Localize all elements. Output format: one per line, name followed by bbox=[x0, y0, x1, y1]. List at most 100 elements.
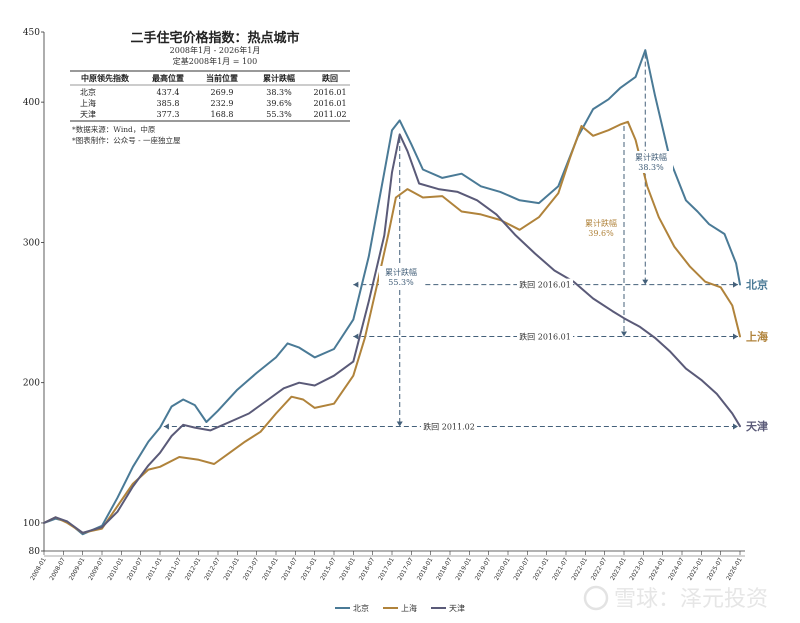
watermark: 雪球：泽元投资 bbox=[583, 585, 768, 612]
table-cell: 38.3% bbox=[266, 88, 292, 97]
y-tick-label: 200 bbox=[23, 379, 40, 389]
x-tick-label: 2012-07 bbox=[203, 556, 222, 581]
x-tick-label: 2022-07 bbox=[590, 556, 609, 581]
annotation-guides bbox=[163, 53, 738, 430]
y-tick-label: 450 bbox=[23, 28, 40, 38]
series-line-shanghai bbox=[43, 120, 741, 534]
x-tick-label: 2010-07 bbox=[126, 556, 145, 581]
x-tick-label: 2013-07 bbox=[242, 556, 261, 581]
x-tick-label: 2025-01 bbox=[686, 556, 705, 581]
y-tick-label: 80 bbox=[29, 547, 41, 557]
x-tick-label: 2021-01 bbox=[532, 556, 551, 581]
x-tick-label: 2016-07 bbox=[358, 556, 377, 581]
x-tick-label: 2018-01 bbox=[416, 556, 435, 581]
x-tick-label: 2019-01 bbox=[454, 556, 473, 581]
drop-label-bg bbox=[379, 266, 423, 288]
x-tick-label: 2009-07 bbox=[87, 556, 106, 581]
drop-value-shanghai: 39.6% bbox=[588, 229, 614, 238]
y-axis-ticks: 80 100 200 300 400 450 bbox=[23, 28, 44, 557]
back-label-bg bbox=[517, 278, 573, 290]
drop-label-beijing: 累计跌幅 bbox=[635, 152, 667, 162]
arrow-right-icon bbox=[733, 333, 738, 340]
table-cell: 39.6% bbox=[266, 99, 292, 108]
x-tick-label: 2009-01 bbox=[68, 556, 87, 581]
watermark-text: 雪球：泽元投资 bbox=[614, 587, 768, 612]
x-tick-label: 2014-01 bbox=[261, 556, 280, 581]
drop-label-bg bbox=[629, 151, 673, 173]
table-cell: 168.8 bbox=[211, 110, 234, 119]
x-tick-label: 2017-01 bbox=[377, 556, 396, 581]
x-tick-label: 2024-07 bbox=[667, 556, 686, 581]
table-cell: 377.3 bbox=[157, 110, 180, 119]
table-cell: 2016.01 bbox=[313, 88, 346, 97]
x-tick-label: 2016-01 bbox=[338, 556, 357, 581]
x-tick-label: 2010-01 bbox=[106, 556, 125, 581]
drop-label-bg bbox=[579, 217, 623, 239]
x-tick-label: 2015-07 bbox=[319, 556, 338, 581]
table-cell: 北京 bbox=[80, 87, 96, 97]
drop-label-shanghai: 累计跌幅 bbox=[585, 218, 617, 228]
table-cell: 269.9 bbox=[211, 88, 234, 97]
x-tick-label: 2023-01 bbox=[609, 556, 628, 581]
end-label-beijing: 北京 bbox=[746, 277, 768, 291]
author-note: *图表制作：公众号 - 一座独立屋 bbox=[72, 135, 181, 145]
x-tick-label: 2008-07 bbox=[48, 556, 67, 581]
x-tick-label: 2013-01 bbox=[222, 556, 241, 581]
drop-value-beijing: 38.3% bbox=[638, 163, 664, 172]
back-label-bg bbox=[517, 330, 573, 342]
end-label-tianjin: 天津 bbox=[746, 419, 768, 433]
x-tick-label: 2020-07 bbox=[512, 556, 531, 581]
x-tick-label: 2011-01 bbox=[145, 556, 164, 581]
table-header: 当前位置 bbox=[206, 73, 238, 83]
arrow-left-icon bbox=[163, 423, 169, 430]
x-tick-label: 2017-07 bbox=[396, 556, 415, 581]
x-tick-label: 2021-07 bbox=[551, 556, 570, 581]
x-tick-label: 2015-01 bbox=[300, 556, 319, 581]
table-cell: 385.8 bbox=[157, 99, 180, 108]
table-cell: 232.9 bbox=[211, 99, 234, 108]
x-tick-label: 2012-01 bbox=[184, 556, 203, 581]
series-lines bbox=[43, 49, 741, 536]
x-tick-label: 2008-01 bbox=[29, 556, 48, 581]
series-line-tianjin bbox=[43, 133, 741, 534]
y-tick-label: 300 bbox=[23, 238, 40, 248]
arrow-left-icon bbox=[353, 333, 359, 340]
source-note: *数据来源：Wind，中原 bbox=[72, 124, 156, 134]
back-label-tianjin: 跌回 2011.02 bbox=[423, 421, 475, 431]
chart-subtitle-base: 定基2008年1月 = 100 bbox=[173, 56, 258, 66]
drop-value-tianjin: 55.3% bbox=[388, 278, 414, 287]
arrow-right-icon bbox=[733, 281, 738, 288]
table-header: 最高位置 bbox=[152, 73, 184, 83]
series-line-beijing bbox=[43, 49, 741, 536]
arrow-right-icon bbox=[733, 423, 738, 430]
table-header: 跌回 bbox=[322, 73, 338, 83]
table-cell: 2011.02 bbox=[313, 110, 346, 119]
x-tick-label: 2023-07 bbox=[628, 556, 647, 581]
x-tick-label: 2025-07 bbox=[706, 556, 725, 581]
y-tick-label: 400 bbox=[23, 98, 40, 108]
drop-label-tianjin: 累计跌幅 bbox=[385, 267, 417, 277]
table-header: 中原领先指数 bbox=[81, 73, 130, 83]
summary-table: 中原领先指数 最高位置 当前位置 累计跌幅 跌回 北京 437.4 269.9 … bbox=[70, 70, 350, 145]
y-tick-label: 100 bbox=[23, 519, 40, 529]
table-header: 累计跌幅 bbox=[263, 73, 295, 83]
watermark-logo-icon bbox=[583, 585, 609, 611]
legend-label-tianjin: 天津 bbox=[449, 603, 465, 613]
legend-label-beijing: 北京 bbox=[353, 603, 369, 613]
arrow-down-icon bbox=[621, 331, 627, 337]
back-label-shanghai: 跌回 2016.01 bbox=[519, 332, 571, 342]
x-tick-label: 2011-07 bbox=[164, 556, 183, 581]
arrow-down-icon bbox=[396, 421, 403, 427]
x-tick-label: 2024-01 bbox=[648, 556, 667, 581]
table-cell: 上海 bbox=[80, 98, 96, 108]
back-label-beijing: 跌回 2016.01 bbox=[519, 280, 571, 290]
x-tick-label: 2026-01 bbox=[725, 556, 744, 581]
table-cell: 天津 bbox=[80, 109, 96, 119]
x-tick-label: 2022-01 bbox=[570, 556, 589, 581]
x-tick-label: 2018-07 bbox=[435, 556, 454, 581]
back-label-bg bbox=[421, 420, 477, 432]
title-block: 二手住宅价格指数：热点城市 2008年1月 - 2026年1月 定基2008年1… bbox=[130, 30, 299, 66]
table-cell: 2016.01 bbox=[313, 99, 346, 108]
arrow-down-icon bbox=[642, 279, 649, 285]
